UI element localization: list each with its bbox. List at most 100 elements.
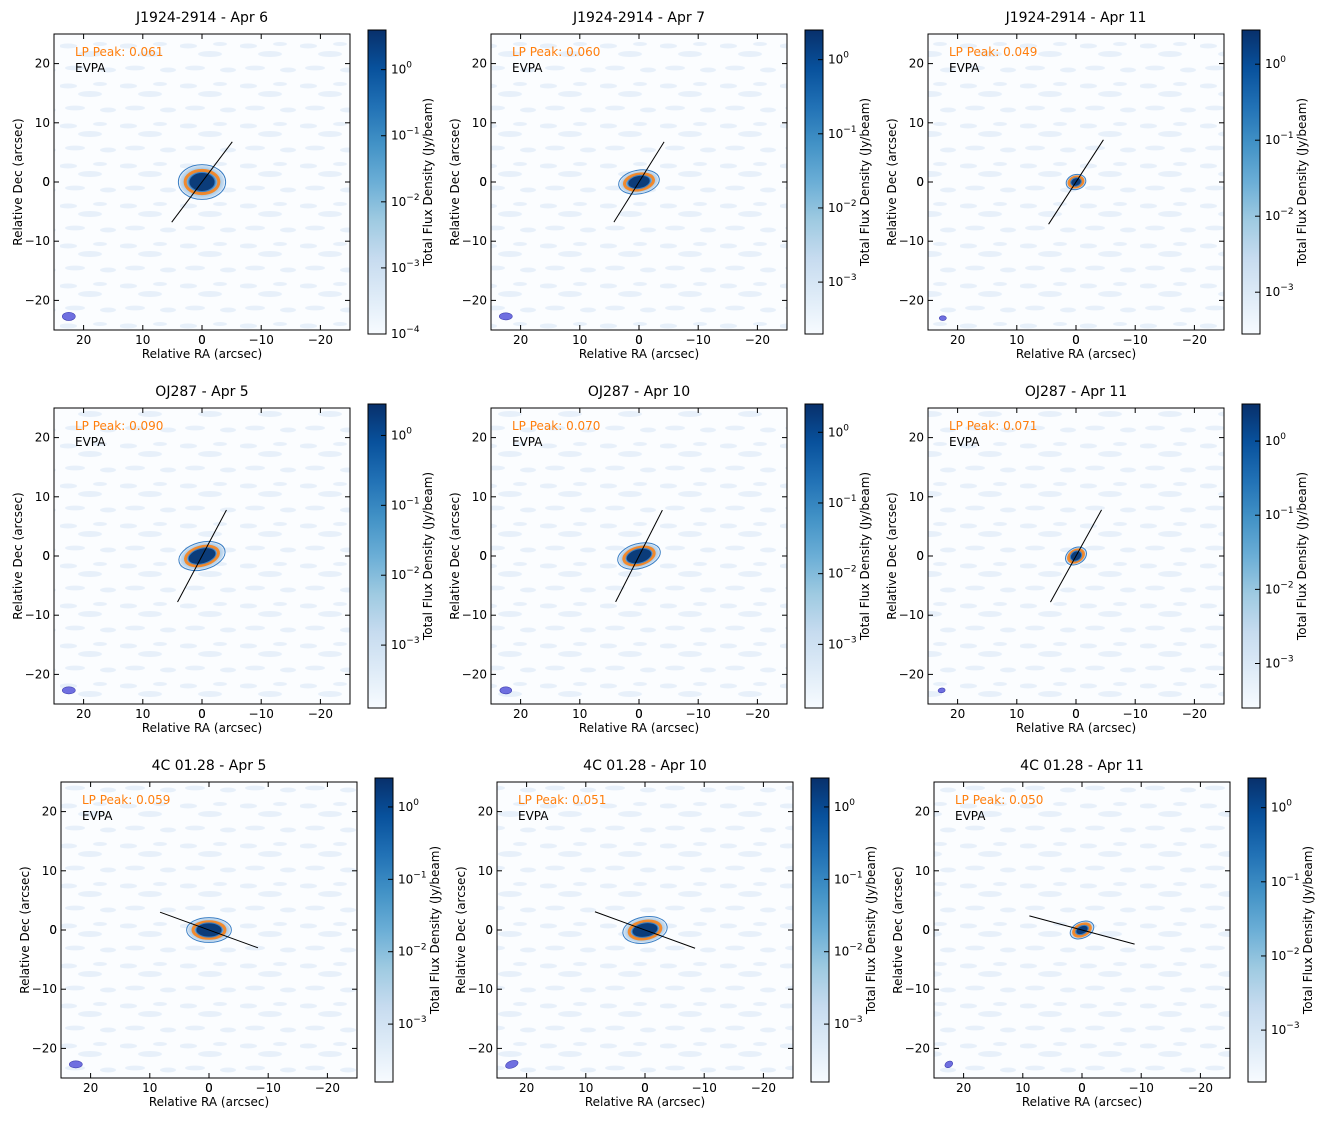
y-tick-label: 10: [909, 116, 924, 130]
panel-title: OJ287 - Apr 10: [588, 384, 690, 400]
x-tick-label: −20: [745, 333, 770, 347]
colorbar-tick-label: 10−2: [391, 566, 420, 582]
contour-outer: [1069, 920, 1095, 940]
colorbar-tick-label: 10−3: [1265, 283, 1294, 299]
evpa-line: [613, 141, 665, 223]
colorbar-tick-label: 10−3: [391, 636, 420, 652]
y-tick-label: 10: [478, 864, 493, 878]
y-axis-label: Relative Dec (arcsec): [454, 866, 468, 993]
colorbar-tick-label: 10−2: [1265, 207, 1294, 223]
x-tick-label: −20: [315, 1081, 340, 1095]
contour-outer: [618, 169, 660, 195]
x-tick-label: 0: [198, 707, 206, 721]
x-tick-label: −10: [1123, 333, 1148, 347]
beam-ellipse: [61, 686, 76, 695]
y-tick-label: −10: [32, 982, 57, 996]
y-tick-label: −20: [32, 1041, 57, 1055]
y-tick-label: 0: [42, 549, 50, 563]
colorbar-label: Total Flux Density (Jy/beam): [1295, 98, 1309, 267]
evpa-label: EVPA: [955, 809, 986, 823]
colorbar-tick-label: 100: [828, 423, 849, 439]
colorbar-tick-label: 100: [1265, 432, 1286, 448]
x-tick-label: 0: [635, 333, 643, 347]
colorbar-label: Total Flux Density (Jy/beam): [421, 472, 435, 641]
evpa-line: [177, 509, 227, 603]
y-tick-label: 20: [35, 431, 50, 445]
evpa-line: [615, 509, 663, 603]
y-tick-label: 20: [478, 805, 493, 819]
y-tick-label: −10: [462, 234, 487, 248]
panel-title: 4C 01.28 - Apr 11: [1020, 758, 1144, 774]
y-axis-label: Relative Dec (arcsec): [885, 118, 899, 245]
y-tick-label: 0: [916, 549, 924, 563]
y-tick-label: −20: [905, 1041, 930, 1055]
y-tick-label: 10: [909, 490, 924, 504]
contour-outer: [177, 164, 227, 200]
beam-ellipse: [937, 687, 946, 694]
y-tick-label: 20: [915, 805, 930, 819]
panel-title: OJ287 - Apr 5: [155, 384, 248, 400]
y-tick-label: 0: [42, 175, 50, 189]
colorbar-tick-label: 10−4: [391, 325, 420, 341]
lp-peak-label: LP Peak: 0.051: [518, 793, 606, 807]
x-tick-label: 0: [205, 1081, 213, 1095]
evpa-label: EVPA: [949, 435, 980, 449]
y-tick-label: 0: [916, 175, 924, 189]
x-axis-label: Relative RA (arcsec): [585, 1095, 705, 1109]
x-axis-label: Relative RA (arcsec): [149, 1095, 269, 1109]
evpa-label: EVPA: [949, 61, 980, 75]
x-axis-label: Relative RA (arcsec): [142, 347, 262, 361]
x-tick-label: 0: [635, 707, 643, 721]
y-tick-label: −10: [899, 234, 924, 248]
x-tick-label: 0: [1078, 1081, 1086, 1095]
x-tick-label: 10: [1009, 707, 1024, 721]
y-tick-label: 10: [915, 864, 930, 878]
colorbar: [810, 777, 830, 1083]
y-tick-label: 20: [472, 431, 487, 445]
evpa-line: [1029, 915, 1135, 945]
y-tick-label: 0: [922, 923, 930, 937]
polarized-intensity: [622, 545, 656, 567]
x-tick-label: 0: [635, 333, 643, 347]
x-tick-label: −10: [686, 333, 711, 347]
colorbar-label: Total Flux Density (Jy/beam): [1295, 472, 1309, 641]
polarized-intensity: [1067, 175, 1085, 189]
beam-ellipse: [938, 315, 947, 321]
colorbar: [1241, 403, 1261, 709]
x-axis-label: Relative RA (arcsec): [1022, 1095, 1142, 1109]
y-tick-label: 0: [479, 549, 487, 563]
polarized-intensity: [623, 172, 655, 192]
panel-title: 4C 01.28 - Apr 5: [152, 758, 267, 774]
contour-outer: [178, 540, 226, 572]
y-tick-label: −10: [905, 982, 930, 996]
y-tick-label: 20: [909, 57, 924, 71]
polarized-intensity: [191, 920, 227, 940]
colorbar-tick-label: 10−3: [828, 635, 857, 651]
beam-ellipse: [505, 1060, 519, 1069]
y-tick-label: 0: [922, 923, 930, 937]
colorbar-tick-label: 100: [834, 798, 855, 814]
colorbar: [374, 777, 394, 1083]
y-tick-label: 0: [916, 549, 924, 563]
colorbar: [804, 29, 824, 335]
y-tick-label: 20: [35, 57, 50, 71]
y-tick-label: 0: [479, 175, 487, 189]
lp-peak-label: LP Peak: 0.059: [82, 793, 170, 807]
polarized-intensity: [1067, 548, 1085, 564]
polarized-intensity: [184, 544, 220, 568]
x-tick-label: 0: [198, 333, 206, 347]
colorbar-tick-label: 10−1: [834, 870, 863, 886]
y-tick-label: −20: [899, 667, 924, 681]
beam-ellipse: [61, 311, 76, 321]
colorbar-tick-label: 100: [391, 61, 412, 77]
y-tick-label: 0: [49, 923, 57, 937]
evpa-label: EVPA: [75, 435, 106, 449]
y-tick-label: −20: [899, 293, 924, 307]
colorbar-tick-label: 10−1: [391, 127, 420, 143]
panel-title: J1924-2914 - Apr 7: [572, 10, 705, 26]
evpa-label: EVPA: [512, 61, 543, 75]
evpa-line: [1050, 509, 1102, 603]
y-tick-label: −20: [25, 667, 50, 681]
colorbar-tick-label: 10−1: [828, 125, 857, 141]
